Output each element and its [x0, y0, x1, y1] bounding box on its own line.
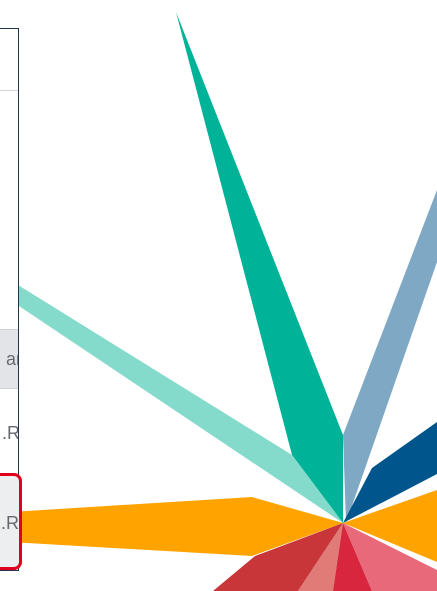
- item-label[interactable]: .R: [2, 423, 19, 443]
- ray: [176, 12, 343, 523]
- ray: [343, 190, 437, 523]
- ray: [10, 280, 343, 523]
- side-panel: ar .R: [0, 28, 19, 571]
- selected-item[interactable]: .R: [0, 473, 22, 570]
- ray: [213, 523, 343, 591]
- ray: [343, 523, 437, 591]
- divider: [0, 90, 18, 91]
- ray: [343, 422, 437, 523]
- ray: [343, 490, 437, 562]
- ray: [10, 497, 343, 556]
- ray: [298, 523, 343, 591]
- list-item[interactable]: ar: [0, 329, 18, 389]
- item-label: .R: [1, 513, 19, 533]
- item-label: ar: [5, 349, 18, 369]
- ray: [333, 523, 372, 591]
